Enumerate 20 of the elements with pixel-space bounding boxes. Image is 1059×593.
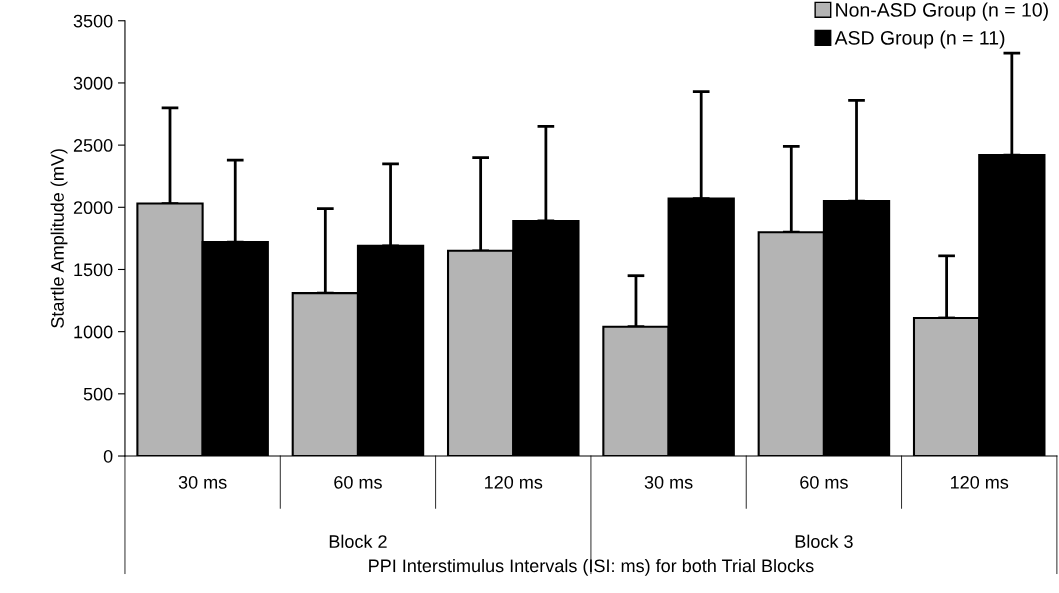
y-tick-label: 1000 xyxy=(74,325,113,339)
x-tick-label: 120 ms xyxy=(485,475,543,489)
x-tick-label: 120 ms xyxy=(951,475,1009,489)
y-tick-label: 3500 xyxy=(73,14,113,28)
x-tick-label: 60 ms xyxy=(334,475,382,489)
y-tick-label: 1500 xyxy=(74,263,113,277)
y-tick-label: 2000 xyxy=(73,201,113,215)
x-tick-label: 60 ms xyxy=(800,475,848,489)
x-tick-label: 30 ms xyxy=(644,475,693,489)
x-tick-label: 30 ms xyxy=(178,475,227,489)
legend-label: Non-ASD Group (n = 10) xyxy=(836,2,1048,21)
y-tick-label: 500 xyxy=(83,387,113,401)
y-axis-title: Startle Amplitude (mV) xyxy=(50,149,68,328)
y-tick-label: 2500 xyxy=(73,139,113,152)
legend-label: ASD Group (n = 11) xyxy=(834,30,1005,49)
text: Block 3 xyxy=(795,534,853,548)
x-axis-title: PPI Interstimulus Intervals (ISI: ms) for both Trial Blocks xyxy=(369,558,814,576)
text: Block 2 xyxy=(329,534,387,548)
y-tick-label: 3000 xyxy=(73,76,113,90)
y-tick-label: 0 xyxy=(103,449,113,463)
